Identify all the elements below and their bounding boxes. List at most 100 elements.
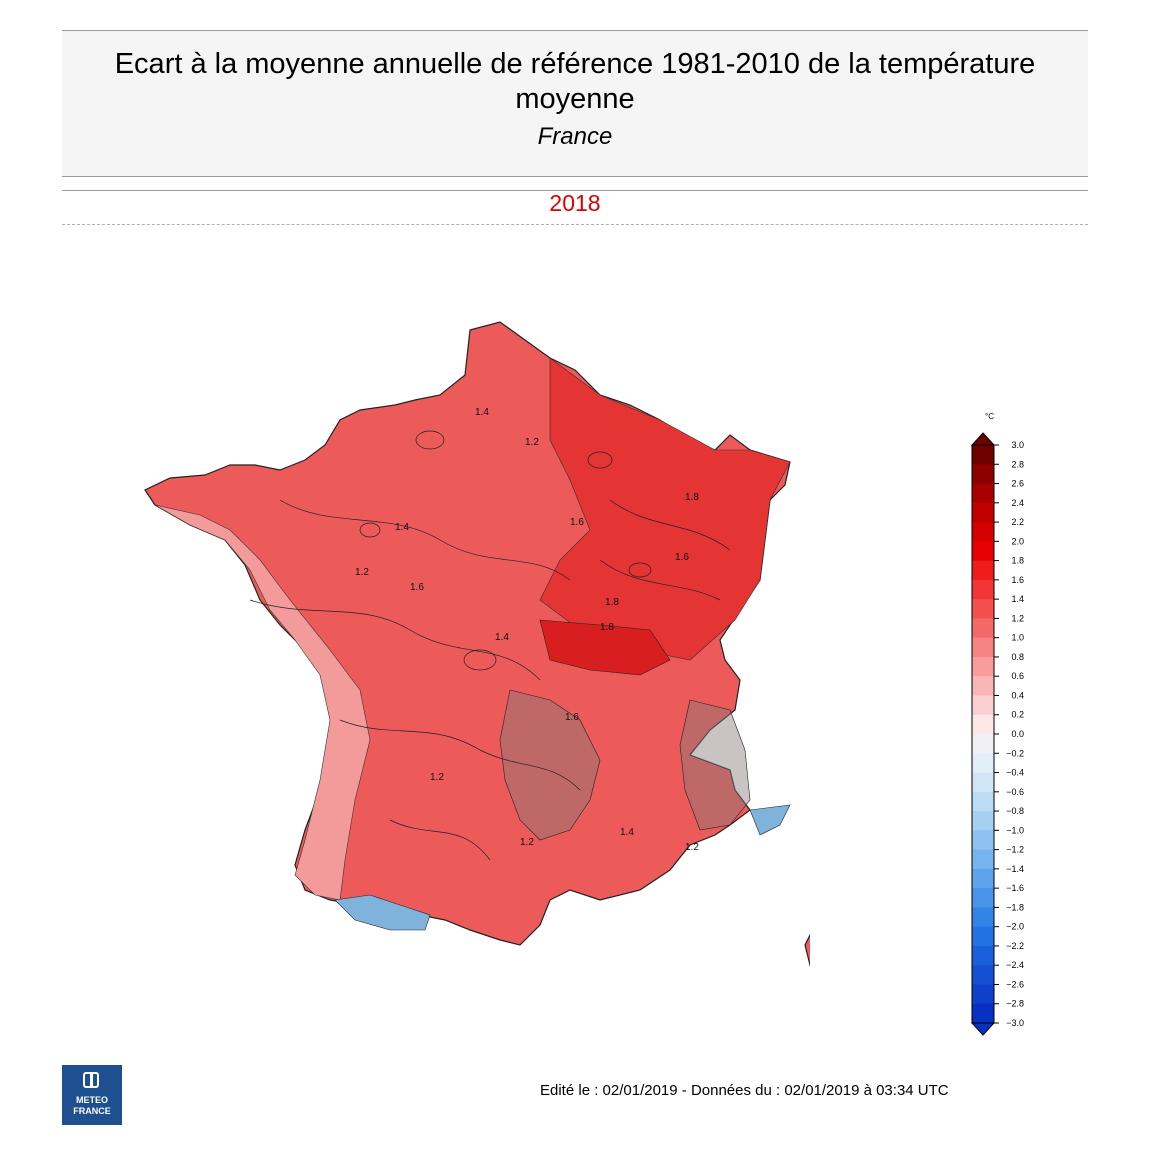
- legend-color-band: [972, 907, 994, 928]
- hot-zone-centre: [539, 619, 671, 676]
- legend-tick-label: −1.0: [1006, 825, 1024, 835]
- legend-color-band: [972, 888, 994, 908]
- color-scale-legend: °C 3.0 2.8 2.6 2.4 2.2 2.0 1.8 1.6 1.4 1.2 1.0 0.8 0…: [970, 412, 1024, 1036]
- legend-tick-label: −2.2: [1006, 941, 1024, 951]
- legend-tick-label: −1.8: [1006, 902, 1024, 912]
- legend-tick-label: −0.8: [1006, 806, 1024, 816]
- legend-min-arrow: [970, 1022, 996, 1036]
- contour-label: 1.6: [565, 712, 579, 723]
- relief-massif-central: [499, 689, 601, 841]
- legend-tick-label: 0.4: [1011, 690, 1024, 700]
- title-panel: Ecart à la moyenne annuelle de référence…: [62, 30, 1088, 177]
- legend-tick-label: −0.2: [1006, 748, 1024, 758]
- contour-label: 1.4: [395, 522, 409, 533]
- legend-tick-label: −2.0: [1006, 922, 1024, 932]
- legend-color-band: [972, 637, 994, 658]
- legend-tick-label: 1.4: [1011, 594, 1024, 604]
- contour-label: 1.8: [685, 492, 699, 503]
- cool-zone-riviera: [749, 804, 791, 836]
- divider-dashed: [62, 224, 1088, 225]
- contour-labels: 1.4 1.2 1.4 1.6 1.8 1.6 1.8 1.4 1.6 1.2 1.2 1.4 1.6 1…: [355, 407, 699, 853]
- logo-line2: FRANCE: [73, 1106, 111, 1116]
- contour-label: 1.4: [495, 632, 509, 643]
- contour-label: 1.2: [355, 567, 369, 578]
- legend-color-band: [972, 945, 994, 966]
- legend-tick-label: 1.6: [1011, 575, 1024, 585]
- legend-color-band: [972, 656, 994, 677]
- logo-emblem-icon: [83, 1072, 99, 1088]
- legend-color-band: [972, 522, 994, 542]
- legend-color-band: [972, 676, 994, 696]
- legend-color-band: [972, 599, 994, 619]
- warm-zone-northeast: [539, 357, 791, 661]
- legend-color-band: [972, 868, 994, 889]
- legend-tick-label: −1.6: [1006, 883, 1024, 893]
- legend-tick-label: 0.8: [1011, 652, 1024, 662]
- legend-color-band: [972, 926, 994, 947]
- legend-color-band: [972, 464, 994, 485]
- corsica-shape: [804, 933, 810, 967]
- legend-tick-label: 3.0: [1011, 440, 1024, 450]
- legend-tick-label: 2.2: [1011, 517, 1024, 527]
- contour-label: 1.2: [685, 842, 699, 853]
- legend-color-band: [972, 811, 994, 831]
- contour-label: 1.6: [570, 517, 584, 528]
- legend-color-band: [972, 483, 994, 504]
- legend-color-band: [972, 984, 994, 1005]
- legend-color-band: [972, 502, 994, 523]
- meteo-france-logo-icon: METEO FRANCE: [62, 1065, 122, 1125]
- legend-color-band: [972, 560, 994, 581]
- legend-tick-label: 0.6: [1011, 671, 1024, 681]
- legend-tick-label: −0.6: [1006, 787, 1024, 797]
- legend-tick-label: 2.0: [1011, 536, 1024, 546]
- legend-tick-label: 0.2: [1011, 710, 1024, 720]
- legend-tick-label: −0.4: [1006, 768, 1024, 778]
- legend-color-band: [972, 1003, 994, 1024]
- legend-color-band: [972, 791, 994, 812]
- legend-unit: °C: [985, 412, 994, 421]
- legend-tick-label: 2.8: [1011, 459, 1024, 469]
- pale-zone-west: [154, 504, 371, 901]
- legend-color-band: [972, 830, 994, 851]
- legend-tick-label: 2.6: [1011, 479, 1024, 489]
- legend-tick-label: −2.4: [1006, 960, 1024, 970]
- legend-color-band: [972, 753, 994, 774]
- legend-color-band: [972, 849, 994, 870]
- year-label: 2018: [549, 190, 601, 216]
- legend-tick-label: 1.2: [1011, 613, 1024, 623]
- legend-color-band: [972, 618, 994, 639]
- legend-tick-label: −2.8: [1006, 999, 1024, 1009]
- legend-tick-label: −3.0: [1006, 1018, 1024, 1028]
- france-anomaly-map: 1.4 1.2 1.4 1.6 1.8 1.6 1.8 1.4 1.6 1.2 1.2 1.4 1.6 1…: [144, 321, 810, 967]
- contour-label: 1.8: [605, 597, 619, 608]
- contour-label: 1.2: [430, 772, 444, 783]
- legend-tick-label: −1.4: [1006, 864, 1024, 874]
- contour-label: 1.2: [520, 837, 534, 848]
- legend-tick-label: −2.6: [1006, 979, 1024, 989]
- legend-tick-label: 0.0: [1011, 729, 1024, 739]
- divider-top: [62, 190, 1088, 191]
- map-title: Ecart à la moyenne annuelle de référence…: [114, 48, 1036, 115]
- contour-label: 1.6: [675, 552, 689, 563]
- cool-zone-pyrenees: [334, 894, 431, 931]
- contour-lines: [249, 430, 731, 861]
- contour-label: 1.4: [620, 827, 634, 838]
- footer-edit-date: Edité le : 02/01/2019 - Données du : 02/…: [540, 1082, 949, 1099]
- contour-label: 1.8: [600, 622, 614, 633]
- contour-label: 1.4: [475, 407, 489, 418]
- legend-tick-label: 1.8: [1011, 556, 1024, 566]
- legend-color-band: [972, 734, 994, 754]
- legend-tick-label: −1.2: [1006, 845, 1024, 855]
- relief-alps: [679, 699, 751, 831]
- legend-color-band: [972, 541, 994, 562]
- legend-tick-label: 1.0: [1011, 633, 1024, 643]
- logo-line1: METEO: [75, 1095, 108, 1105]
- legend-color-band: [972, 714, 994, 735]
- map-subtitle: France: [537, 123, 613, 150]
- legend-color-band: [972, 772, 994, 793]
- legend-color-band: [972, 695, 994, 716]
- legend-color-band: [972, 579, 994, 600]
- legend-color-band: [972, 965, 994, 985]
- contour-label: 1.6: [410, 582, 424, 593]
- contour-label: 1.2: [525, 437, 539, 448]
